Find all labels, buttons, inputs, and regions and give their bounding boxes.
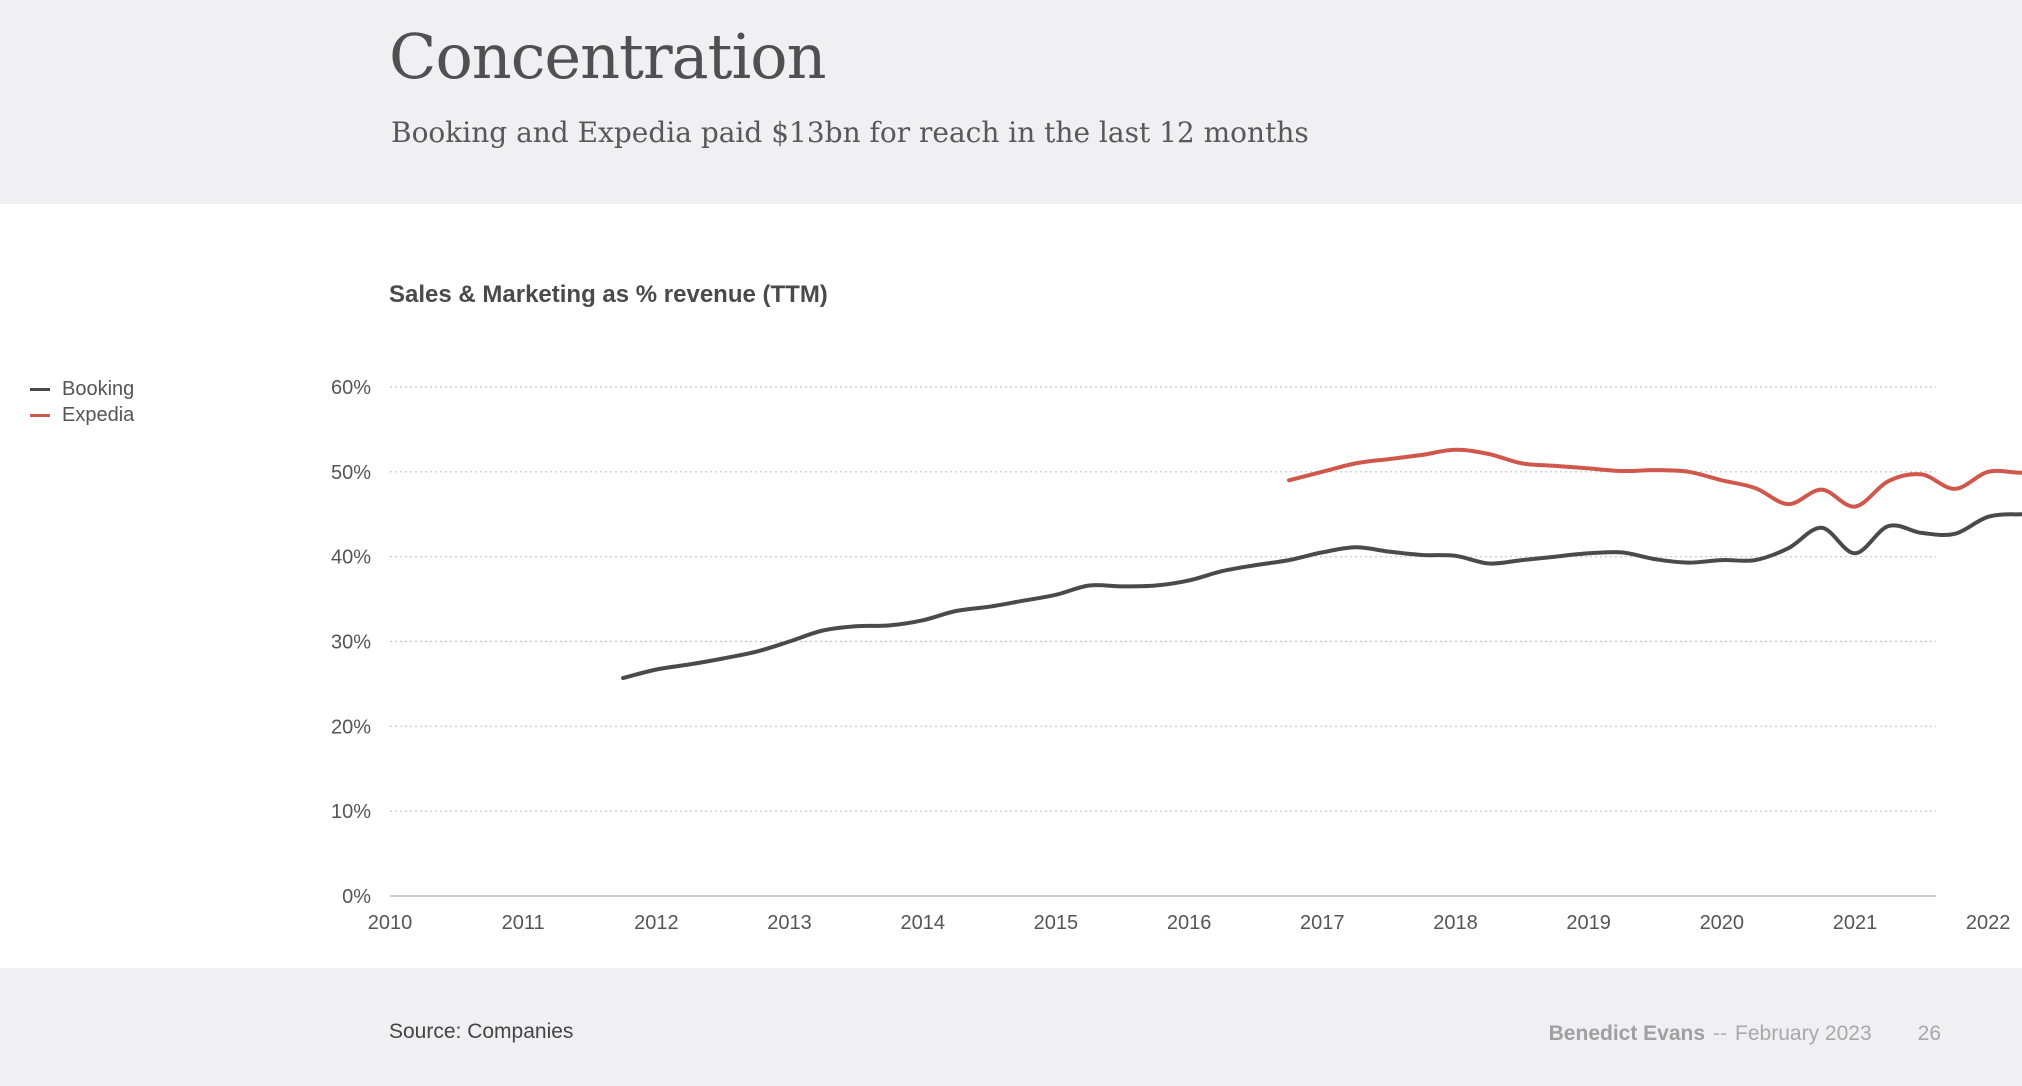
x-tick-label: 2016 — [1167, 912, 1212, 934]
x-tick-label: 2012 — [634, 912, 679, 934]
source-note: Source: Companies — [389, 1020, 574, 1043]
y-tick-label: 50% — [331, 462, 371, 484]
x-tick-label: 2017 — [1300, 912, 1345, 934]
y-tick-label: 10% — [331, 801, 371, 823]
x-tick-label: 2018 — [1433, 912, 1478, 934]
y-tick-label: 60% — [331, 377, 371, 399]
legend-swatch-booking — [30, 387, 50, 391]
credit-separator: -- — [1713, 1022, 1728, 1045]
footer-band — [0, 968, 2022, 1086]
series-line-booking — [621, 512, 2022, 680]
x-tick-label: 2015 — [1034, 912, 1079, 934]
x-tick-label: 2010 — [368, 912, 413, 934]
series-line-expedia — [1287, 447, 2022, 509]
chart-title: Sales & Marketing as % revenue (TTM) — [389, 281, 828, 308]
slide-subtitle: Booking and Expedia paid $13bn for reach… — [391, 116, 1309, 149]
x-tick-label: 2011 — [502, 912, 545, 934]
x-tick-label: 2013 — [767, 912, 812, 934]
x-tick-label: 2021 — [1833, 912, 1878, 934]
legend-label-booking: Booking — [62, 377, 135, 400]
legend-item-expedia: Expedia — [30, 402, 134, 428]
y-tick-label: 0% — [342, 886, 371, 908]
credit-line: Benedict Evans -- February 2023 26 — [1549, 1022, 1941, 1046]
x-tick-label: 2020 — [1700, 912, 1745, 934]
publish-date: February 2023 — [1735, 1022, 1872, 1045]
legend-label-expedia: Expedia — [62, 403, 135, 426]
y-tick-label: 40% — [331, 547, 371, 569]
y-tick-label: 30% — [331, 632, 371, 654]
legend-item-booking: Booking — [30, 376, 134, 402]
x-tick-label: 2022 — [1966, 912, 2011, 934]
legend-swatch-expedia — [30, 413, 50, 417]
header-band: Concentration Booking and Expedia paid $… — [0, 0, 2022, 204]
x-tick-label: 2014 — [900, 912, 945, 934]
page-number: 26 — [1917, 1022, 1941, 1045]
slide-title: Concentration — [389, 20, 827, 93]
x-tick-label: 2019 — [1566, 912, 1611, 934]
y-tick-label: 20% — [331, 716, 371, 738]
chart-legend: Booking Expedia — [30, 376, 134, 428]
author-name: Benedict Evans — [1548, 1022, 1706, 1045]
